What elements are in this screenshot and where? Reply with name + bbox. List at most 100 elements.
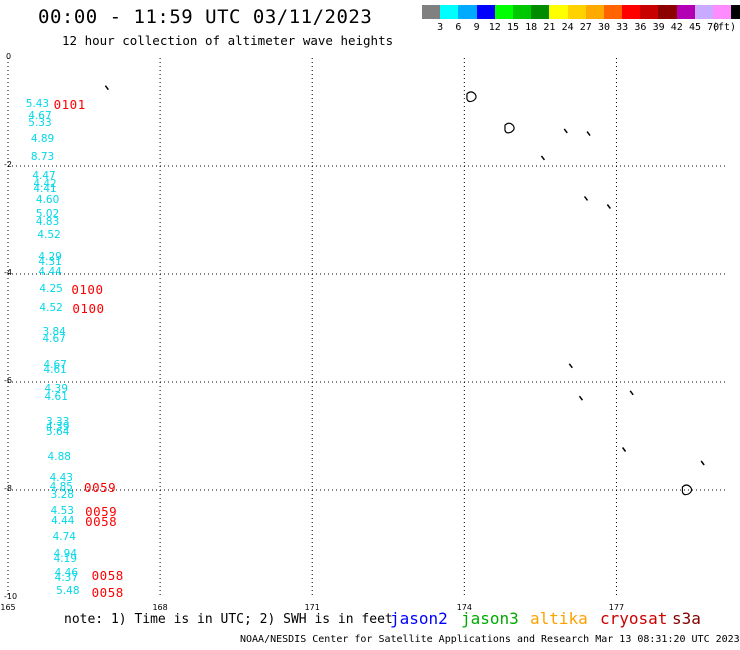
map-canvas <box>7 58 728 598</box>
wave-height-value: 4.60 <box>35 194 60 207</box>
legend-tick-label: 6 <box>455 22 462 33</box>
legend-unit: (ft) <box>712 22 737 33</box>
wave-height-value: 4.94 <box>53 547 78 560</box>
wave-height-value: 5.33 <box>28 116 52 129</box>
legend-swatch <box>640 5 659 19</box>
wave-height-value: 4.41 <box>33 183 57 196</box>
island-outline <box>629 390 634 396</box>
wave-height-value: 4.44 <box>51 515 75 528</box>
satellite-altika-label: altika <box>530 609 588 628</box>
legend-swatch <box>531 5 550 19</box>
legend-tick-label: 30 <box>597 22 611 33</box>
legend-swatch <box>622 5 641 19</box>
pass-time-label: 0058 <box>85 514 118 530</box>
wave-height-value: 4.67 <box>28 110 52 123</box>
wave-height-value: 4.61 <box>43 364 67 377</box>
wave-height-value: 4.52 <box>37 229 61 242</box>
wave-height-value: 3.28 <box>50 489 74 502</box>
wave-height-value: 4.53 <box>50 504 74 517</box>
legend-swatch <box>422 5 441 19</box>
lon-tick-label: 165 <box>0 603 16 612</box>
credit-footer: NOAA/NESDIS Center for Satellite Applica… <box>240 634 740 645</box>
wave-height-value: 4.42 <box>33 177 57 190</box>
wave-height-value: 4.29 <box>38 250 62 263</box>
wave-height-value: 4.19 <box>53 553 78 566</box>
wave-height-value: 4.47 <box>32 169 56 182</box>
wave-height-value: 8.73 <box>30 150 55 163</box>
island-outline <box>606 204 611 209</box>
legend-tick-label: 42 <box>670 22 683 33</box>
lon-tick-label: 174 <box>456 603 472 612</box>
legend-swatch <box>731 5 740 19</box>
wave-height-value: 4.61 <box>44 391 68 404</box>
legend-tick-label: 24 <box>561 22 574 33</box>
island-outline <box>583 195 589 201</box>
island-outline <box>578 395 584 401</box>
island-outline <box>104 85 109 91</box>
pass-time-label: 0059 <box>85 503 118 519</box>
legend-tick-label: 33 <box>616 22 629 33</box>
wave-height-value: 4.67 <box>42 332 66 345</box>
legend-swatch <box>694 5 713 19</box>
satellite-jason2-label: jason2 <box>390 609 448 628</box>
wave-height-value: 3.84 <box>42 326 66 339</box>
legend-swatch <box>658 5 677 19</box>
legend-tick-label: 15 <box>506 22 520 33</box>
legend-tick-label: 3 <box>437 22 444 33</box>
map-subtitle: 12 hour collection of altimeter wave hei… <box>62 33 394 48</box>
island-outline <box>504 122 515 134</box>
wave-height-value: 3.33 <box>46 415 70 428</box>
wave-height-value: 4.37 <box>54 572 79 585</box>
wave-height-value: 5.64 <box>46 426 70 439</box>
wave-height-value: 4.89 <box>30 133 55 146</box>
legend-tick-label: 9 <box>473 22 480 33</box>
wave-height-value: 4.39 <box>46 420 70 433</box>
wave-height-value: 4.74 <box>52 530 76 543</box>
pass-time-label: 0100 <box>71 282 104 298</box>
island-outline <box>681 484 693 496</box>
lon-tick-label: 168 <box>152 603 168 612</box>
legend-swatch <box>676 5 695 19</box>
wave-height-value: 5.48 <box>56 584 80 597</box>
island-outline <box>700 460 705 466</box>
lon-tick-label: 171 <box>304 603 320 612</box>
legend-swatch <box>512 5 532 19</box>
pass-time-label: 0058 <box>91 584 124 600</box>
lat-tick-label: -2 <box>4 160 12 169</box>
legend-swatch <box>549 5 568 19</box>
legend-tick-label: 18 <box>525 22 538 33</box>
wave-height-value: 4.31 <box>38 256 62 269</box>
color-legend <box>422 5 740 19</box>
satellite-cryosat-label: cryosat <box>600 609 668 628</box>
legend-tick-label: 36 <box>634 22 647 33</box>
wave-height-value: 4.46 <box>54 566 79 579</box>
island-outline <box>621 447 627 452</box>
pass-time-label: 0059 <box>84 480 117 496</box>
wave-height-value: 4.83 <box>35 215 60 228</box>
footnote: note: 1) Time is in UTC; 2) SWH is in fe… <box>64 612 393 627</box>
legend-swatch <box>494 5 513 19</box>
satellite-jason3-label: jason3 <box>461 609 519 628</box>
legend-swatch <box>585 5 604 19</box>
island-outline <box>563 128 568 134</box>
legend-tick-label: 12 <box>488 22 501 33</box>
lon-tick-label: 177 <box>608 603 625 612</box>
legend-tick-label: 45 <box>688 22 702 33</box>
wave-height-value: 4.52 <box>39 302 63 315</box>
lat-tick-label: -10 <box>4 592 18 601</box>
island-outline <box>586 131 591 137</box>
island-outline <box>568 363 573 369</box>
wave-height-value: 5.43 <box>25 97 50 110</box>
legend-swatch <box>603 5 623 19</box>
legend-swatch <box>476 5 495 19</box>
legend-tick-label: 27 <box>579 22 592 33</box>
wave-height-value: 4.44 <box>38 265 62 278</box>
lat-tick-label: 0 <box>6 52 12 61</box>
wave-height-value: 5.02 <box>35 207 60 220</box>
lat-tick-label: -4 <box>4 268 12 277</box>
wave-height-value: 4.25 <box>39 283 63 296</box>
wave-height-value: 4.85 <box>49 481 73 494</box>
legend-tick-label: 39 <box>652 22 665 33</box>
satellite-s3a-label: s3a <box>672 609 701 628</box>
map-title: 00:00 - 11:59 UTC 03/11/2023 <box>38 6 373 28</box>
